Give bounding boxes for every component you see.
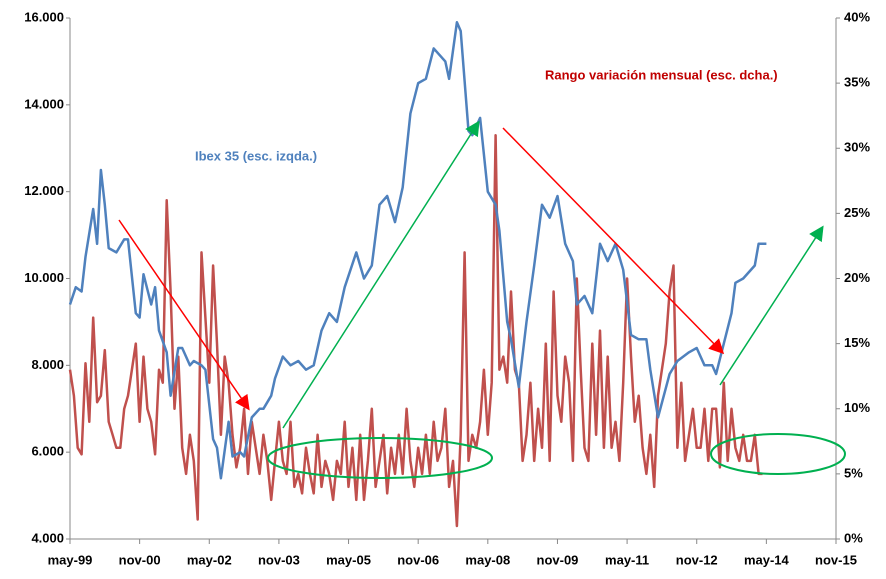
x-tick-label: may-11	[605, 552, 649, 567]
series-line	[68, 133, 763, 528]
y2-tick-label: 30%	[844, 140, 870, 155]
y-tick-label: 16.000	[24, 9, 64, 24]
series-line	[68, 21, 767, 480]
trend-arrow	[719, 225, 824, 386]
y2-tick-label: 5%	[844, 465, 863, 480]
y-tick-label: 10.000	[24, 270, 64, 285]
x-tick-label: may-05	[326, 552, 371, 567]
x-tick-label: may-08	[465, 552, 510, 567]
y-tick-label: 12.000	[24, 183, 64, 198]
x-tick-label: nov-03	[258, 552, 300, 567]
trend-arrow	[282, 120, 480, 429]
y2-tick-label: 35%	[844, 75, 870, 90]
x-tick-label: may-99	[48, 552, 93, 567]
y-tick-label: 8.000	[31, 357, 64, 372]
y2-tick-label: 25%	[844, 205, 870, 220]
y-tick-label: 4.000	[31, 530, 64, 545]
x-tick-label: may-02	[187, 552, 232, 567]
x-tick-label: nov-15	[815, 552, 857, 567]
y2-tick-label: 40%	[844, 9, 870, 24]
y2-tick-label: 0%	[844, 530, 863, 545]
y2-tick-label: 15%	[844, 335, 870, 350]
x-tick-label: nov-09	[537, 552, 579, 567]
x-tick-label: nov-00	[119, 552, 161, 567]
annotation: Rango variación mensual (esc. dcha.)	[545, 67, 778, 82]
x-tick-label: nov-06	[397, 552, 439, 567]
annotation: Ibex 35 (esc. izqda.)	[195, 148, 317, 163]
y-tick-label: 14.000	[24, 96, 64, 111]
trend-arrow	[118, 219, 250, 411]
x-tick-label: may-14	[744, 552, 790, 567]
y-tick-label: 6.000	[31, 444, 64, 459]
y2-tick-label: 10%	[844, 400, 870, 415]
highlight-ellipse	[267, 437, 493, 479]
highlight-ellipse	[710, 433, 846, 475]
x-tick-label: nov-12	[676, 552, 718, 567]
y2-tick-label: 20%	[844, 270, 870, 285]
trend-arrow	[502, 127, 725, 355]
